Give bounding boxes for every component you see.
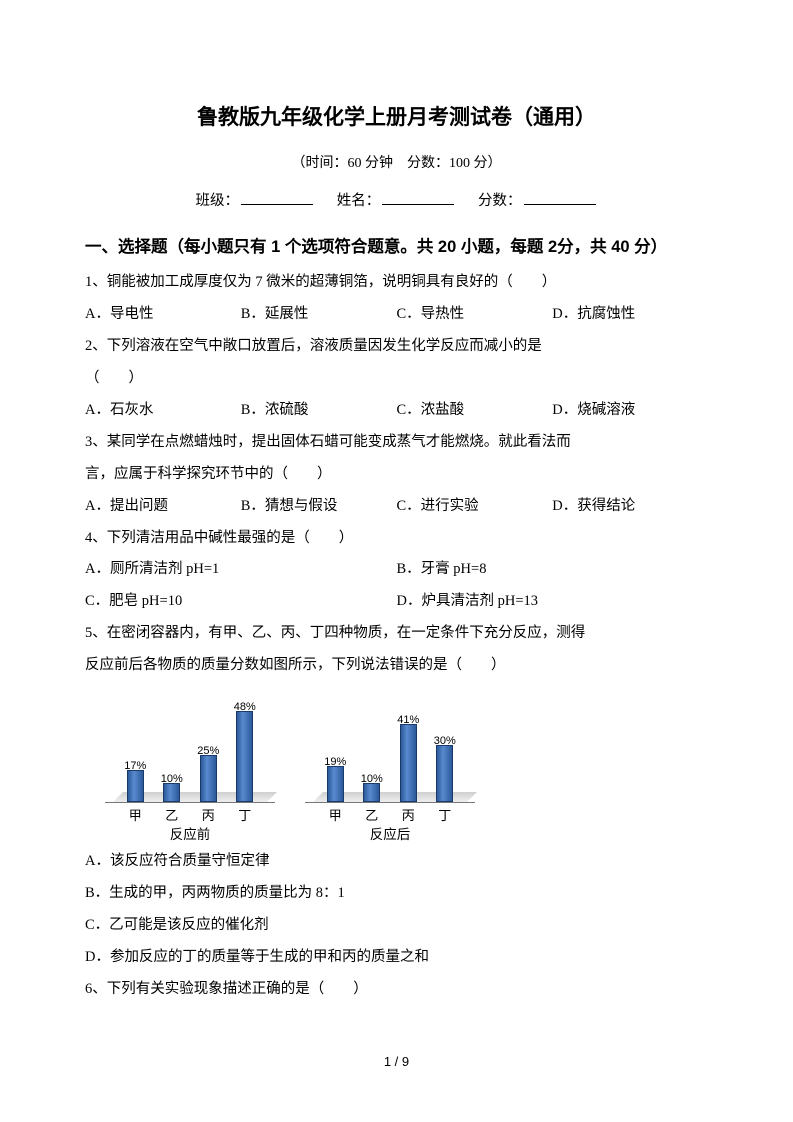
q5-opt-a: A．该反应符合质量守恒定律 (85, 846, 708, 878)
x-label: 丙 (402, 806, 415, 826)
q3-options: A．提出问题B．猜想与假设C．进行实验D．获得结论 (85, 491, 708, 523)
q3-opt-b: B．猜想与假设 (241, 491, 397, 523)
page-title: 鲁教版九年级化学上册月考测试卷（通用） (85, 95, 708, 141)
x-labels-after: 甲乙丙丁 (305, 806, 475, 826)
q2-options: A．石灰水B．浓硫酸C．浓盐酸D．烧碱溶液 (85, 395, 708, 427)
bar: 25% (200, 755, 217, 803)
chart-after: 19% 10% 41% 30% 甲 乙 丙 丁 反应后 (305, 688, 475, 844)
q2-opt-b: B．浓硫酸 (241, 395, 397, 427)
q4-opt-d: D．炉具清洁剂 pH=13 (397, 586, 709, 618)
class-blank[interactable] (241, 190, 313, 205)
q4-opt-b: B．牙膏 pH=8 (397, 554, 709, 586)
bar: 19% (327, 766, 344, 802)
q5-opt-b: B．生成的甲，丙两物质的质量比为 8：1 (85, 878, 708, 910)
q4-opt-a: A．厕所清洁剂 pH=1 (85, 554, 397, 586)
q3-opt-c: C．进行实验 (397, 491, 553, 523)
q1-text: 1、铜能被加工成厚度仅为 7 微米的超薄铜箔，说明铜具有良好的（ ） (85, 267, 708, 299)
q5-opt-c: C．乙可能是该反应的催化剂 (85, 910, 708, 942)
bar-label: 30% (434, 729, 456, 753)
bar: 10% (163, 783, 180, 802)
bar: 10% (363, 783, 380, 802)
q6-text: 6、下列有关实验现象描述正确的是（ ） (85, 974, 708, 1006)
caption-after: 反应后 (305, 826, 475, 845)
bar-label: 10% (361, 767, 383, 791)
q3-text1: 3、某同学在点燃蜡烛时，提出固体石蜡可能变成蒸气才能燃烧。就此看法而 (85, 427, 708, 459)
bar: 17% (127, 770, 144, 802)
bars-before: 17% 10% 25% 48% (105, 688, 275, 802)
q1-opt-b: B．延展性 (241, 299, 397, 331)
score-blank[interactable] (524, 190, 596, 205)
bar: 41% (400, 724, 417, 802)
bar-label: 48% (234, 695, 256, 719)
bar-label: 19% (324, 750, 346, 774)
q1-opt-d: D．抗腐蚀性 (552, 299, 708, 331)
bar-label: 10% (161, 767, 183, 791)
q4-options-row1: A．厕所清洁剂 pH=1B．牙膏 pH=8 (85, 554, 708, 586)
bars-after: 19% 10% 41% 30% (305, 688, 475, 802)
bar: 48% (236, 711, 253, 802)
form-row: 班级： 姓名： 分数： (85, 186, 708, 218)
name-label: 姓名： (337, 193, 381, 209)
caption-before: 反应前 (105, 826, 275, 845)
name-blank[interactable] (382, 190, 454, 205)
q5-opt-d: D．参加反应的丁的质量等于生成的甲和丙的质量之和 (85, 942, 708, 974)
x-label: 甲 (329, 806, 342, 826)
section-header: 一、选择题（每小题只有 1 个选项符合题意。共 20 小题，每题 2分，共 40… (85, 228, 708, 268)
q4-opt-c: C．肥皂 pH=10 (85, 586, 397, 618)
x-label: 甲 (129, 806, 142, 826)
q5-text1: 5、在密闭容器内，有甲、乙、丙、丁四种物质，在一定条件下充分反应，测得 (85, 618, 708, 650)
bar-label: 17% (124, 754, 146, 778)
q2-text1: 2、下列溶液在空气中敞口放置后，溶液质量因发生化学反应而减小的是 (85, 331, 708, 363)
q2-text2: （ ） (85, 363, 708, 395)
x-label: 乙 (365, 806, 378, 826)
x-label: 丙 (202, 806, 215, 826)
q1-options: A．导电性B．延展性C．导热性D．抗腐蚀性 (85, 299, 708, 331)
score-label: 分数： (478, 193, 522, 209)
subtitle: （时间：60 分钟 分数：100 分） (85, 149, 708, 180)
q2-opt-d: D．烧碱溶液 (552, 395, 708, 427)
q1-opt-c: C．导热性 (397, 299, 553, 331)
q3-text2: 言，应属于科学探究环节中的（ ） (85, 459, 708, 491)
q3-opt-d: D．获得结论 (552, 491, 708, 523)
class-label: 班级： (196, 193, 240, 209)
q4-text: 4、下列清洁用品中碱性最强的是（ ） (85, 523, 708, 555)
bar-label: 25% (197, 739, 219, 763)
x-labels-before: 甲乙丙丁 (105, 806, 275, 826)
x-label: 丁 (238, 806, 251, 826)
x-label: 乙 (165, 806, 178, 826)
q2-opt-c: C．浓盐酸 (397, 395, 553, 427)
page-footer: 1 / 9 (0, 1048, 793, 1077)
bar: 30% (436, 745, 453, 802)
q5-text2: 反应前后各物质的质量分数如图所示，下列说法错误的是（ ） (85, 650, 708, 682)
q4-options-row2: C．肥皂 pH=10D．炉具清洁剂 pH=13 (85, 586, 708, 618)
charts-row: 17% 10% 25% 48% 甲 乙 丙 丁 反应前 19% 10% 41% 30% 甲 乙 丙 丁 … (105, 688, 708, 844)
chart-before: 17% 10% 25% 48% 甲 乙 丙 丁 反应前 (105, 688, 275, 844)
q1-opt-a: A．导电性 (85, 299, 241, 331)
bar-label: 41% (397, 708, 419, 732)
x-label: 丁 (438, 806, 451, 826)
q2-opt-a: A．石灰水 (85, 395, 241, 427)
q3-opt-a: A．提出问题 (85, 491, 241, 523)
